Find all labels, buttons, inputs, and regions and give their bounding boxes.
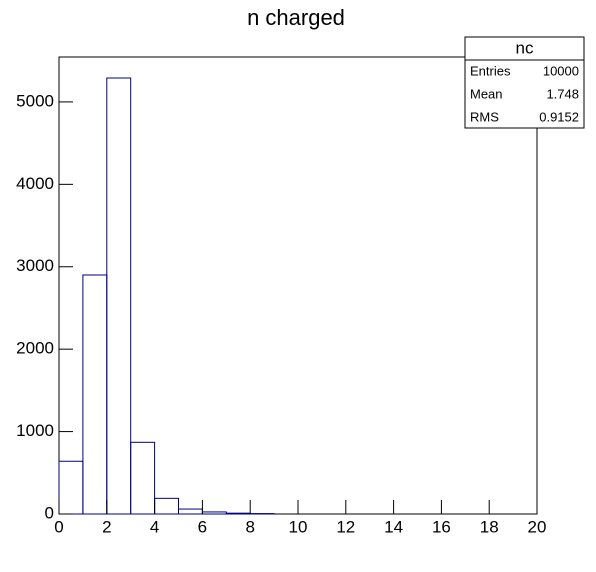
- y-tick-label: 3000: [16, 256, 54, 275]
- bar: [201, 511, 227, 515]
- x-tick-label: 0: [54, 517, 63, 536]
- stats-value: 1.748: [546, 86, 579, 101]
- x-tick-label: 16: [432, 517, 451, 536]
- stats-label: RMS: [470, 109, 499, 124]
- bar: [106, 77, 132, 515]
- bar: [178, 508, 203, 515]
- y-tick-label: 2000: [16, 339, 54, 358]
- stats-title: nc: [516, 38, 534, 57]
- x-tick-label: 20: [528, 517, 547, 536]
- bar: [58, 460, 84, 515]
- stats-value: 0.9152: [539, 109, 579, 124]
- bar: [82, 274, 108, 515]
- chart-title: n charged: [247, 5, 345, 30]
- stats-box: [464, 36, 585, 129]
- x-tick-label: 6: [198, 517, 207, 536]
- y-tick-label: 0: [45, 503, 54, 522]
- bar: [225, 512, 251, 515]
- y-tick-label: 4000: [16, 174, 54, 193]
- stats-label: Entries: [470, 63, 511, 78]
- x-tick-label: 4: [150, 517, 159, 536]
- x-tick-label: 8: [245, 517, 254, 536]
- stats-label: Mean: [470, 86, 503, 101]
- bar: [130, 441, 156, 515]
- x-tick-label: 14: [384, 517, 403, 536]
- x-tick-label: 12: [336, 517, 355, 536]
- bar: [154, 497, 180, 515]
- x-tick-label: 2: [102, 517, 111, 536]
- x-tick-label: 10: [289, 517, 308, 536]
- stats-value: 10000: [543, 63, 579, 78]
- x-tick-label: 18: [480, 517, 499, 536]
- y-tick-label: 5000: [16, 91, 54, 110]
- y-tick-label: 1000: [16, 421, 54, 440]
